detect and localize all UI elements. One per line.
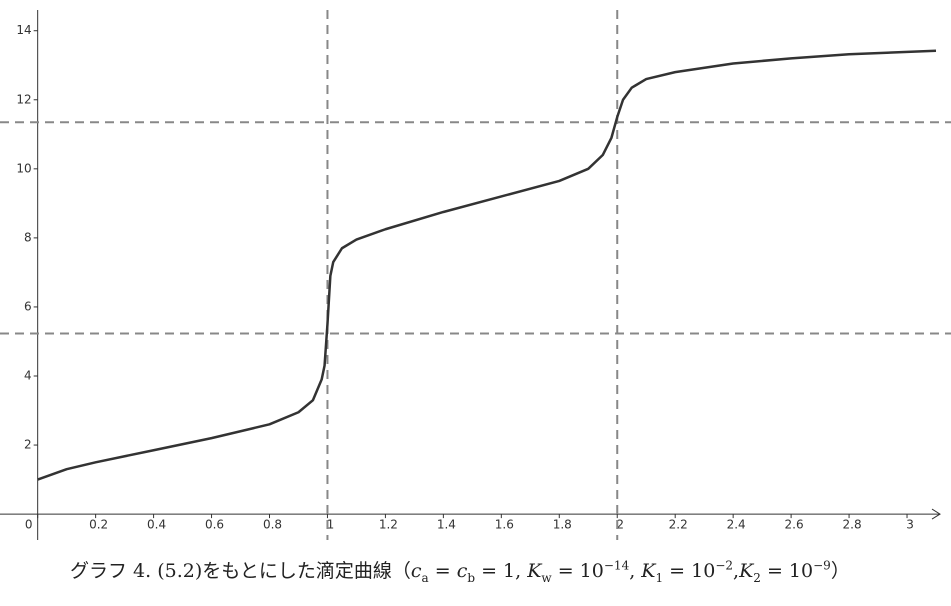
x-tick-label: 1.4 — [437, 518, 456, 532]
caption-text: K — [527, 560, 542, 582]
x-tick-label: 2.6 — [785, 518, 804, 532]
x-tick-label: 2.2 — [669, 518, 688, 532]
x-tick-label: 0.4 — [147, 518, 166, 532]
caption-text: K — [739, 560, 754, 582]
caption-text: c — [410, 560, 422, 582]
caption-text: ） — [830, 560, 850, 582]
y-tick-label: 8 — [24, 230, 32, 244]
y-tick-label: 14 — [16, 23, 31, 37]
caption-text: = 10 — [663, 560, 716, 582]
y-tick-label: 6 — [24, 299, 32, 313]
x-tick-label: 0.8 — [263, 518, 282, 532]
x-tick-label: 1.8 — [553, 518, 572, 532]
y-tick-label: 10 — [16, 161, 31, 175]
caption-text: , — [733, 560, 740, 582]
caption-text: = — [428, 560, 457, 582]
y-tick-label: 12 — [16, 92, 31, 106]
caption-text: w — [541, 570, 552, 585]
caption-text: = 10 — [760, 560, 814, 582]
chart: 0 0.2 0.4 0.6 0.8 1 1.2 1.4 1.6 1.8 2 2.2 2.4 2.6 2.8 3… — [0, 10, 951, 540]
caption-text: 1 — [655, 570, 664, 585]
caption-text: c — [456, 560, 468, 582]
x-tick-label: 2 — [616, 518, 624, 532]
y-tick-label: 4 — [24, 368, 32, 382]
y-tick-label: 2 — [24, 438, 32, 452]
caption-text: グラフ 4. (5.2)をもとにした滴定曲線（ — [70, 560, 411, 582]
caption-text: −14 — [603, 558, 630, 573]
caption-text: −9 — [813, 558, 831, 573]
caption-text: −2 — [715, 558, 734, 573]
caption-text: , — [629, 560, 642, 582]
x-tick-label: 0 — [25, 518, 33, 532]
data-line — [37, 49, 937, 481]
caption-text: 2 — [753, 570, 761, 585]
caption-text: = 10 — [551, 560, 604, 582]
axis-arrow — [931, 508, 941, 520]
x-tick-label: 2.4 — [727, 518, 746, 532]
x-tick-label: 1 — [327, 518, 335, 532]
x-tick-label: 1.2 — [379, 518, 398, 532]
caption-text: K — [641, 560, 656, 582]
x-tick-label: 0.2 — [89, 518, 108, 532]
x-tick-label: 0.6 — [205, 518, 224, 532]
caption-text: a — [421, 570, 429, 585]
caption: グラフ 4. (5.2)をもとにした滴定曲線（ca = cb = 1, Kw =… — [70, 556, 850, 585]
caption-text: b — [467, 570, 476, 585]
caption-text: = 1, — [475, 560, 528, 582]
x-tick-label: 2.8 — [843, 518, 862, 532]
x-tick-label: 1.6 — [495, 518, 514, 532]
x-tick-label: 3 — [906, 518, 914, 532]
